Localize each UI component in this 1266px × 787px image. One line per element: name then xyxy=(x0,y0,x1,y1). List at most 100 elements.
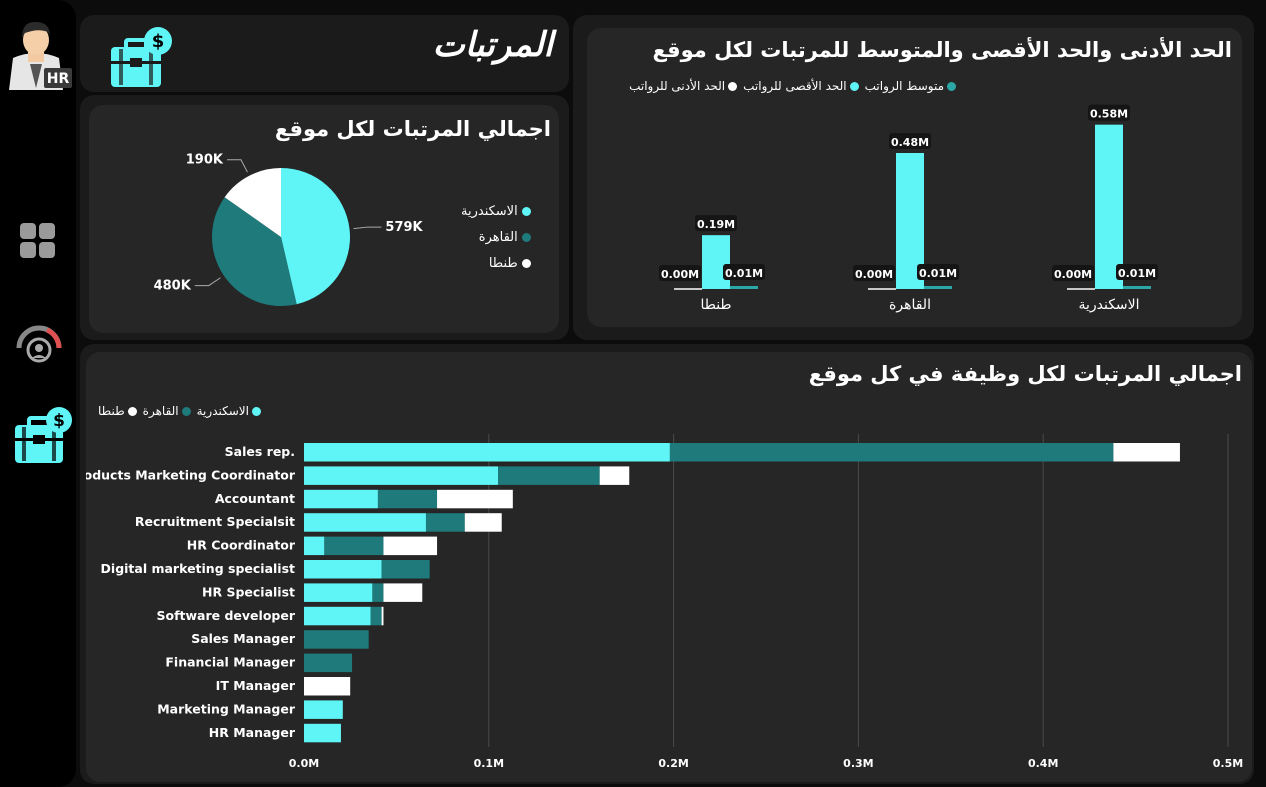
bar-segment xyxy=(464,513,502,532)
min-data-label: 0.00M xyxy=(855,268,893,281)
pie-data-label: 190K xyxy=(186,153,224,168)
avg-bar xyxy=(1123,286,1151,289)
y-category-label: HR Manager xyxy=(209,725,296,740)
min-data-label: 0.00M xyxy=(661,268,699,281)
pie-data-label: 579K xyxy=(385,220,423,235)
pie-chart: 579K 480K 190K xyxy=(154,153,424,306)
x-tick-label: 0.1M xyxy=(474,757,504,770)
x-tick-label: 0.2M xyxy=(658,757,688,770)
min-data-label: 0.00M xyxy=(1054,268,1092,281)
y-category-label: Financial Manager xyxy=(165,655,295,670)
max-bar xyxy=(702,235,730,289)
hr-badge: HR xyxy=(47,71,70,87)
legend-label: الحد الأقصى للرواتب xyxy=(743,79,847,93)
y-category-label: Recruitment Specialsit xyxy=(135,514,295,529)
avg-data-label: 0.01M xyxy=(725,267,763,280)
data-label-bg xyxy=(1116,264,1158,280)
pie-legend-cairo[interactable]: القاهرة xyxy=(461,224,531,250)
bar-segment xyxy=(304,677,351,696)
pie-legend: الاسكندرية القاهرة طنطا xyxy=(461,198,531,276)
y-category-label: HR Specialist xyxy=(202,584,295,599)
y-category-label: IT Manager xyxy=(216,678,296,693)
x-tick-label: 0.3M xyxy=(843,757,873,770)
minmax-legend: متوسط الرواتب الحد الأقصى للرواتب الحد ا… xyxy=(629,79,956,93)
legend-label: الحد الأدنى للرواتب xyxy=(629,79,726,93)
bar-segment xyxy=(304,466,499,485)
data-label-bg xyxy=(1052,265,1094,281)
bar-segment xyxy=(425,513,465,532)
max-data-label: 0.48M xyxy=(891,136,929,149)
sidebar: HR $ xyxy=(0,0,76,787)
bar-segment xyxy=(437,489,513,509)
bar-segment xyxy=(304,606,371,626)
legend-label: طنطا xyxy=(98,404,125,418)
data-label-bg xyxy=(723,264,765,280)
minmax-card: الحد الأدنى والحد الأقصى والمتوسط للمرتب… xyxy=(587,28,1242,327)
legend-label: الاسكندرية xyxy=(461,203,518,219)
avg-bar xyxy=(924,286,952,289)
max-bar xyxy=(1095,124,1123,290)
pie-slice xyxy=(281,168,351,305)
y-category-label: Sales rep. xyxy=(225,444,295,459)
bar-segment xyxy=(370,606,382,626)
legend-label: القاهرة xyxy=(478,229,518,245)
bar-segment xyxy=(304,653,353,673)
legend-label: الاسكندرية xyxy=(196,404,249,418)
pie-leader-line xyxy=(353,226,382,230)
max-data-label: 0.19M xyxy=(697,218,735,231)
legend-min[interactable]: الحد الأدنى للرواتب xyxy=(629,79,738,93)
jobs-chart-title: اجمالي المرتبات لكل وظيفة في كل موقع xyxy=(808,362,1242,386)
page-title: المرتبات xyxy=(432,25,553,65)
pie-legend-tanta[interactable]: طنطا xyxy=(461,250,531,276)
bar-segment xyxy=(304,536,325,556)
pie-slice xyxy=(224,168,281,237)
salary-briefcase-icon[interactable]: $ xyxy=(12,405,74,467)
data-label-bg xyxy=(917,264,959,280)
performance-gauge-icon[interactable] xyxy=(14,318,64,366)
header-panel: $ المرتبات xyxy=(80,15,569,92)
y-category-label: Digital marketing specialist xyxy=(101,561,295,576)
y-category-label: Sales Manager xyxy=(191,631,296,646)
y-category-label: Accountant xyxy=(215,491,295,506)
bar-segment xyxy=(372,583,384,602)
bar-segment xyxy=(324,536,384,556)
legend-tanta[interactable]: طنطا xyxy=(98,404,137,418)
minmax-chart-title: الحد الأدنى والحد الأقصى والمتوسط للمرتب… xyxy=(652,38,1232,62)
legend-label: القاهرة xyxy=(142,404,179,418)
data-label-bg xyxy=(889,133,931,149)
pie-chart-title: اجمالي المرتبات لكل موقع xyxy=(274,117,551,141)
jobs-stacked-bar-chart: 0.0M 0.1M 0.2M 0.3M 0.4M 0.5M Sales rep. Produc… xyxy=(86,434,1243,770)
min-bar xyxy=(1067,288,1095,290)
max-data-label: 0.58M xyxy=(1090,108,1128,121)
legend-alex[interactable]: الاسكندرية xyxy=(197,404,261,418)
bar-segment xyxy=(669,443,1114,462)
pie-data-label: 480K xyxy=(154,279,192,294)
minmax-bar-chart: 0.58M 0.00M 0.01M الاسكندرية 0.48M 0.00M 0.01M… xyxy=(659,104,1158,313)
pie-leader-line xyxy=(194,277,221,287)
data-label-bg xyxy=(659,265,701,281)
hr-avatar-icon: HR xyxy=(9,21,72,90)
category-tick-label: القاهرة xyxy=(889,297,931,313)
x-tick-label: 0.0M xyxy=(289,757,319,770)
legend-max[interactable]: الحد الأقصى للرواتب xyxy=(743,79,859,93)
bar-segment xyxy=(1113,443,1180,462)
dashboard-grid-icon[interactable] xyxy=(19,222,57,260)
bar-segment xyxy=(599,466,630,485)
legend-avg[interactable]: متوسط الرواتب xyxy=(865,79,956,93)
y-category-label: HR Coordinator xyxy=(187,538,296,553)
legend-label: متوسط الرواتب xyxy=(864,79,944,93)
bar-segment xyxy=(304,723,341,743)
avg-data-label: 0.01M xyxy=(1118,267,1156,280)
legend-cairo[interactable]: القاهرة xyxy=(143,404,191,418)
bar-segment xyxy=(498,466,600,485)
pie-legend-alex[interactable]: الاسكندرية xyxy=(461,198,531,224)
min-bar xyxy=(674,288,702,290)
bar-segment xyxy=(304,583,373,602)
bar-segment xyxy=(377,489,438,509)
bar-segment xyxy=(304,560,382,579)
bar-segment xyxy=(304,630,369,649)
y-category-label: Products Marketing Coordinator xyxy=(86,467,296,482)
data-label-bg xyxy=(1088,104,1130,121)
salary-briefcase-icon: $ xyxy=(111,27,172,87)
y-category-label: Software developer xyxy=(157,608,296,623)
